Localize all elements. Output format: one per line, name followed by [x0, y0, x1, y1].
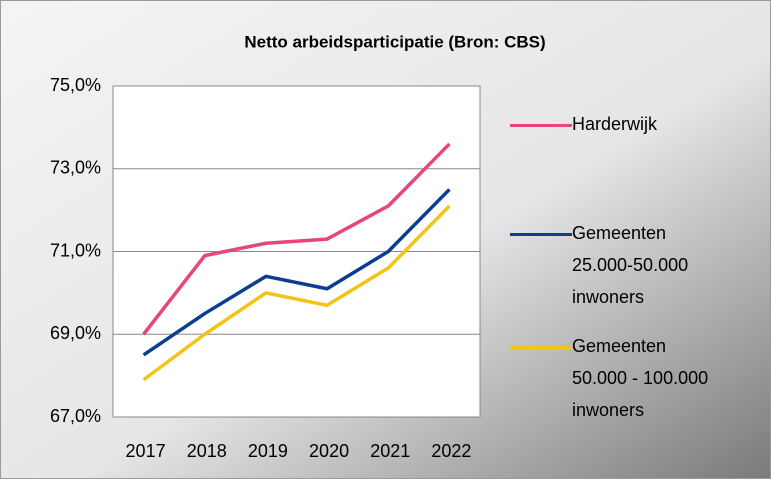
- legend-label: Harderwijk: [572, 114, 658, 134]
- plot-border: [112, 85, 481, 418]
- x-tick-label: 2022: [431, 441, 471, 461]
- y-tick-label: 67,0%: [50, 406, 101, 426]
- legend-label: Gemeenten 50.000 - 100.000 inwoners: [572, 336, 709, 420]
- series-line: [142, 204, 451, 382]
- series-line: [142, 188, 451, 357]
- legend-swatch: [510, 124, 572, 127]
- legend-swatch: [510, 346, 572, 349]
- x-tick-label: 2018: [187, 441, 227, 461]
- x-tick-label: 2017: [126, 441, 166, 461]
- y-tick-label: 69,0%: [50, 323, 101, 343]
- y-tick-label: 71,0%: [50, 240, 101, 260]
- legend-item: Gemeenten 50.000 - 100.000 inwoners: [510, 334, 710, 426]
- y-tick-label: 73,0%: [50, 158, 101, 178]
- legend-label: Gemeenten 25.000-50.000 inwoners: [572, 223, 689, 307]
- x-tick-label: 2021: [370, 441, 410, 461]
- y-tick-label: 75,0%: [50, 75, 101, 95]
- legend-item: Gemeenten 25.000-50.000 inwoners: [510, 221, 710, 313]
- series-line: [142, 142, 451, 336]
- x-tick-label: 2020: [309, 441, 349, 461]
- legend-item: Harderwijk: [510, 112, 710, 140]
- x-tick-label: 2019: [248, 441, 288, 461]
- legend-swatch: [510, 233, 572, 236]
- chart-title: Netto arbeidsparticipatie (Bron: CBS): [244, 32, 545, 51]
